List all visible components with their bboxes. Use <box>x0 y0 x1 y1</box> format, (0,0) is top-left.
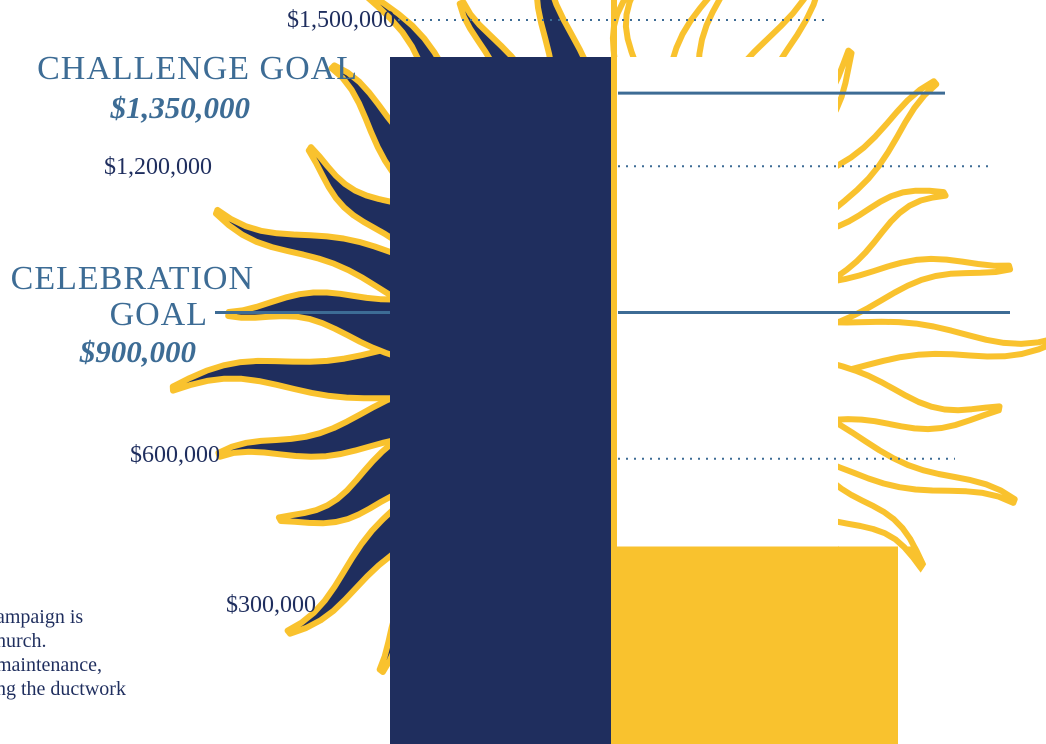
sun-ray <box>898 546 927 573</box>
sun-ray <box>803 356 1003 433</box>
challenge-goal-amount: $1,350,000 <box>110 90 251 125</box>
celebration-goal-title-line1: CELEBRATION <box>10 260 254 297</box>
tick-label-600000: $600,000 <box>130 442 220 468</box>
sun-ray <box>789 405 1018 506</box>
tick-label-1500000: $1,500,000 <box>287 7 395 33</box>
tick-label-300000: $300,000 <box>226 592 316 618</box>
celebration-goal-title-line2: GOAL <box>109 296 208 333</box>
sun-ray <box>169 340 419 402</box>
thermometer-fill-right <box>614 546 898 744</box>
sun-right-raised <box>614 546 927 744</box>
sun-ray <box>215 386 431 460</box>
sun-left-filled <box>169 0 614 744</box>
campaign-description: ampaign is hurch. maintenance, ng the du… <box>0 605 336 701</box>
description-line: ng the ductwork <box>0 678 126 700</box>
description-line: hurch. <box>0 630 47 652</box>
sun-ray <box>809 318 1046 380</box>
thermometer-fill-left <box>390 57 614 744</box>
description-line: ampaign is <box>0 606 84 628</box>
tick-label-1200000: $1,200,000 <box>104 154 212 180</box>
sun-ray <box>213 206 439 315</box>
challenge-goal-title: CHALLENGE GOAL <box>37 50 358 87</box>
celebration-goal-amount: $900,000 <box>79 334 196 369</box>
description-line: maintenance, <box>0 654 103 676</box>
sun-ray <box>225 289 425 364</box>
